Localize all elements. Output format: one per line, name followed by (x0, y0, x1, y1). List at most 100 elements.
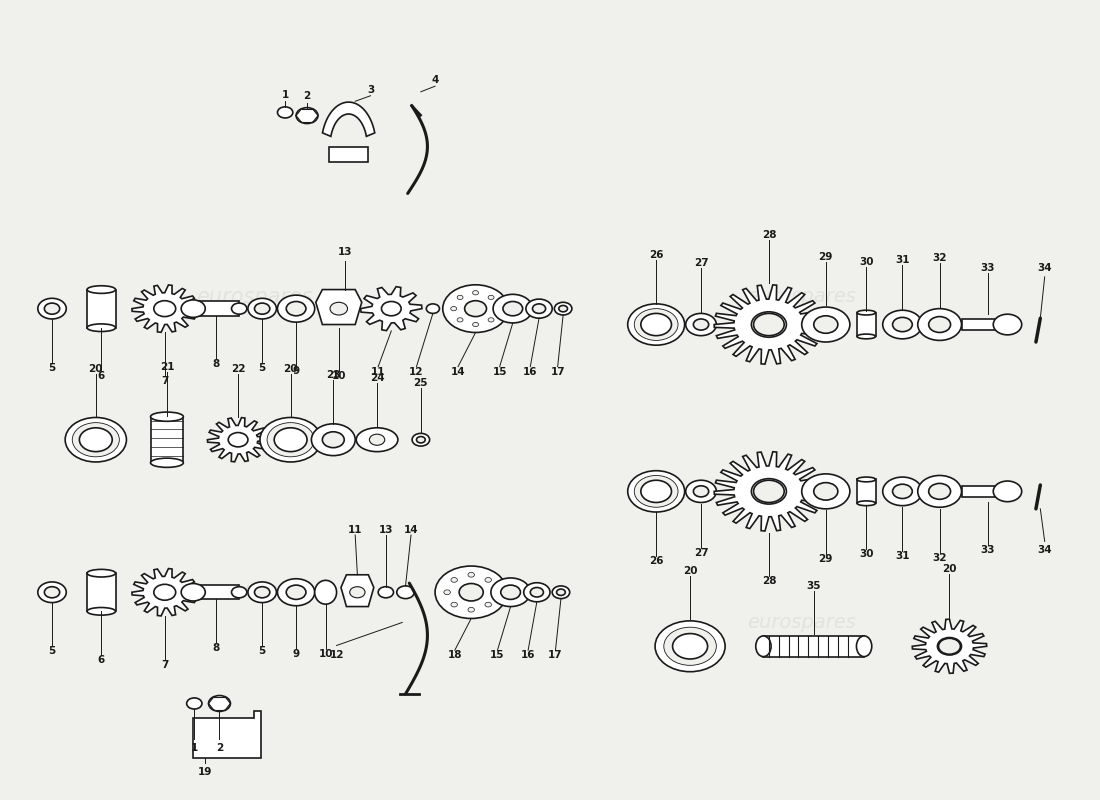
Circle shape (928, 317, 950, 333)
Ellipse shape (356, 428, 398, 452)
Circle shape (500, 585, 520, 599)
Circle shape (458, 295, 463, 299)
Circle shape (296, 108, 318, 123)
Circle shape (248, 582, 276, 602)
Text: 5: 5 (258, 646, 266, 656)
Bar (857, 313, 876, 337)
Text: eurospares: eurospares (747, 613, 856, 632)
Text: 10: 10 (318, 649, 333, 658)
Circle shape (993, 481, 1022, 502)
Circle shape (802, 474, 850, 509)
Text: 22: 22 (231, 364, 245, 374)
Circle shape (693, 486, 708, 497)
Circle shape (751, 312, 786, 338)
Circle shape (277, 578, 315, 606)
Polygon shape (316, 290, 362, 325)
Circle shape (882, 477, 922, 506)
Circle shape (628, 304, 684, 345)
Circle shape (554, 302, 572, 315)
Polygon shape (132, 285, 198, 332)
Text: 6: 6 (98, 655, 104, 665)
Polygon shape (361, 286, 422, 330)
Circle shape (532, 304, 546, 314)
Text: eurospares: eurospares (747, 287, 856, 306)
Text: 21: 21 (160, 362, 174, 372)
Circle shape (444, 590, 450, 594)
Circle shape (557, 589, 565, 595)
Circle shape (412, 434, 430, 446)
Circle shape (635, 309, 678, 341)
Circle shape (330, 302, 348, 315)
Text: 5: 5 (48, 646, 56, 656)
Text: 18: 18 (448, 650, 462, 660)
Bar (194, 585, 239, 599)
Text: 15: 15 (493, 366, 507, 377)
Text: 3: 3 (367, 85, 374, 95)
Circle shape (485, 578, 492, 582)
Text: 28: 28 (761, 576, 777, 586)
Ellipse shape (87, 324, 116, 331)
Polygon shape (132, 569, 198, 616)
Text: 35: 35 (806, 581, 821, 590)
Polygon shape (194, 711, 261, 758)
Text: 31: 31 (895, 255, 910, 265)
Text: 8: 8 (212, 359, 220, 370)
Circle shape (814, 316, 838, 334)
Circle shape (917, 309, 961, 341)
Text: 20: 20 (683, 566, 697, 575)
Text: 11: 11 (371, 366, 385, 377)
Ellipse shape (151, 412, 184, 422)
Text: 28: 28 (761, 230, 777, 239)
Circle shape (503, 302, 522, 316)
Bar (763, 636, 865, 657)
Circle shape (892, 484, 912, 498)
Circle shape (751, 478, 786, 504)
Ellipse shape (857, 477, 876, 482)
Text: 27: 27 (694, 258, 708, 268)
Text: 27: 27 (694, 548, 708, 558)
Bar (194, 302, 239, 316)
Circle shape (802, 307, 850, 342)
Text: 13: 13 (378, 525, 393, 535)
Ellipse shape (756, 636, 771, 657)
Text: 1: 1 (282, 90, 289, 100)
Text: 5: 5 (258, 362, 266, 373)
Circle shape (277, 107, 293, 118)
Circle shape (382, 302, 402, 316)
Text: 1: 1 (190, 743, 198, 754)
Text: 32: 32 (933, 553, 947, 562)
Circle shape (814, 482, 838, 500)
Ellipse shape (857, 334, 876, 339)
Circle shape (937, 638, 961, 655)
Circle shape (286, 585, 306, 599)
Circle shape (656, 621, 725, 672)
Text: 16: 16 (524, 366, 538, 377)
Text: 17: 17 (548, 650, 563, 660)
Text: 31: 31 (895, 551, 910, 561)
Bar (857, 479, 876, 503)
Circle shape (685, 480, 716, 502)
Circle shape (254, 303, 270, 314)
Circle shape (417, 437, 426, 443)
Circle shape (459, 583, 483, 601)
Circle shape (993, 314, 1022, 335)
Circle shape (442, 285, 508, 333)
Circle shape (468, 607, 474, 612)
Text: 6: 6 (98, 371, 104, 382)
Text: 30: 30 (859, 258, 873, 267)
Circle shape (464, 301, 486, 317)
Text: 23: 23 (326, 370, 341, 380)
Circle shape (267, 422, 315, 457)
Circle shape (44, 303, 59, 314)
Circle shape (248, 298, 276, 319)
Circle shape (488, 295, 494, 299)
Bar (151, 417, 184, 462)
Ellipse shape (857, 310, 876, 315)
Ellipse shape (87, 570, 116, 577)
Circle shape (663, 627, 716, 666)
Circle shape (892, 318, 912, 332)
Circle shape (254, 586, 270, 598)
Circle shape (44, 586, 59, 598)
Circle shape (37, 582, 66, 602)
Text: 7: 7 (161, 660, 168, 670)
